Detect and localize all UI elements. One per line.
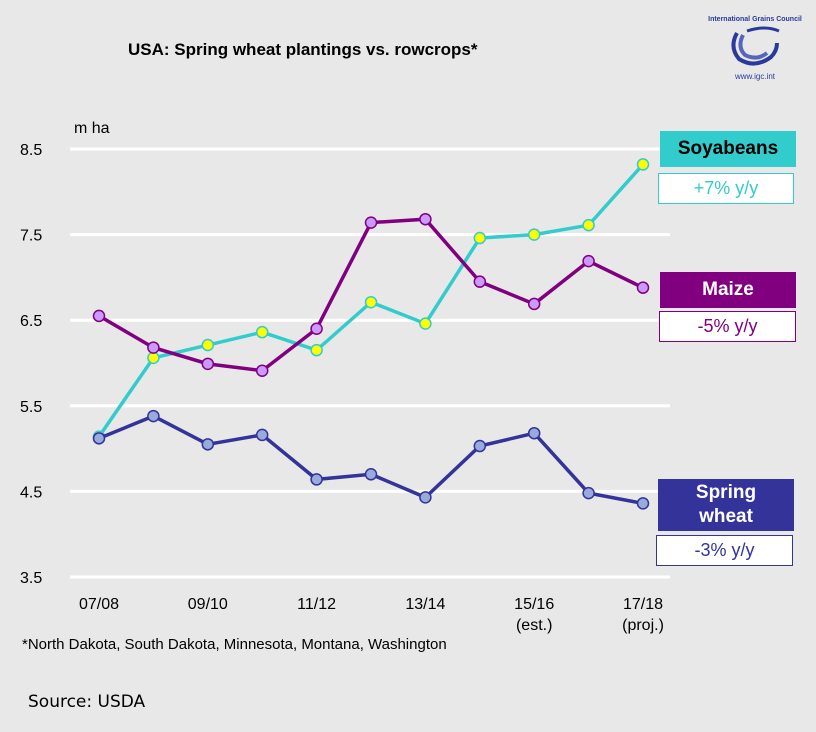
maize-point: [364, 216, 378, 229]
x-tick-label: 09/10: [188, 596, 228, 613]
soyabeans-point: [527, 228, 541, 241]
maize-label: Maize: [660, 272, 796, 308]
maize-point: [310, 322, 323, 336]
spring-wheat-series: [92, 409, 650, 510]
maize-point: [582, 254, 595, 268]
logo-url: www.igc.int: [734, 72, 775, 81]
spring-wheat-point: [527, 426, 541, 440]
soyabeans-point: [201, 338, 215, 352]
maize-point: [92, 309, 106, 323]
spring-wheat-point: [255, 428, 269, 442]
spring-wheat-change: -3% y/y: [656, 535, 793, 566]
soyabeans-point: [419, 317, 432, 330]
source: Source: USDA: [28, 692, 146, 712]
spring-wheat-point: [310, 473, 323, 486]
x-tick-sublabel: (proj.): [622, 617, 664, 634]
spring-wheat-label: Spring wheat: [658, 479, 794, 531]
x-tick-sublabel: (est.): [516, 617, 552, 634]
soyabeans-point: [636, 158, 650, 171]
spring-wheat-point: [419, 491, 432, 504]
maize-point: [419, 212, 432, 226]
maize-point: [147, 341, 160, 354]
spring-wheat-point: [201, 438, 215, 451]
maize-point: [636, 281, 650, 294]
x-tick-label: 11/12: [297, 596, 336, 613]
spring-wheat-point: [636, 497, 650, 510]
y-tick-label: 6.5: [20, 313, 42, 330]
spring-wheat-point: [473, 439, 487, 453]
y-tick-label: 3.5: [20, 570, 42, 587]
spring-wheat-label-line1: Spring: [695, 482, 757, 503]
globe-icon: [731, 26, 780, 66]
maize-series: [92, 212, 650, 377]
maize-change: -5% y/y: [659, 311, 796, 342]
spring-wheat-point: [147, 409, 160, 423]
soyabeans-point: [255, 325, 269, 339]
soyabeans-change: +7% y/y: [658, 173, 794, 204]
spring-wheat-point: [364, 468, 378, 481]
y-tick-label: 8.5: [20, 142, 42, 159]
soyabeans-point: [310, 343, 323, 357]
maize-point: [473, 275, 487, 288]
logo-org: International Grains Council: [708, 16, 802, 23]
spring-wheat-point: [582, 486, 595, 500]
y-tick-label: 7.5: [20, 228, 42, 245]
x-tick-label: 07/08: [79, 596, 119, 613]
y-tick-label: 5.5: [20, 399, 42, 416]
spring-wheat-label-line2: wheat: [699, 506, 753, 527]
spring-wheat-point: [92, 432, 106, 445]
chart-title: USA: Spring wheat plantings vs. rowcrops…: [128, 40, 478, 59]
footnote: *North Dakota, South Dakota, Minnesota, …: [22, 636, 447, 653]
x-tick-label: 13/14: [405, 596, 445, 613]
igc-logo: International Grains Council www.igc.int: [700, 16, 810, 81]
x-tick-label: 15/16: [514, 596, 554, 613]
soyabeans-point: [364, 295, 378, 309]
x-tick-label: 17/18: [623, 596, 663, 613]
soyabeans-series: [92, 158, 650, 443]
maize-point: [255, 364, 269, 377]
soyabeans-point: [147, 351, 160, 365]
soyabeans-label: Soyabeans: [660, 131, 796, 167]
maize-point: [201, 357, 215, 371]
y-tick-label: 4.5: [20, 484, 42, 501]
y-axis-unit: m ha: [74, 120, 110, 137]
maize-line: [98, 217, 644, 373]
soyabeans-point: [582, 218, 595, 232]
maize-point: [527, 297, 541, 311]
soyabeans-point: [473, 231, 487, 245]
